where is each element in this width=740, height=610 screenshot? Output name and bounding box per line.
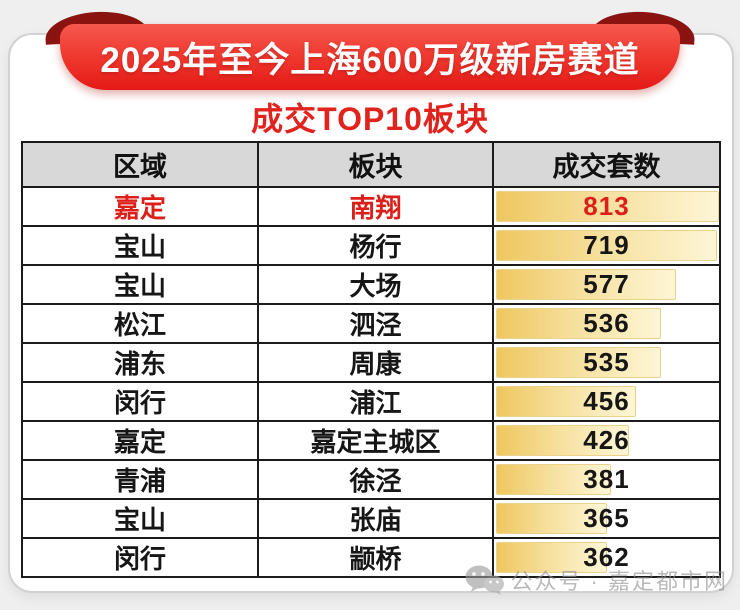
- count-data-bar: [496, 230, 717, 261]
- count-value: 381: [583, 464, 630, 494]
- sector-cell: 徐泾: [257, 459, 494, 500]
- count-value: 535: [583, 347, 630, 377]
- region-cell: 松江: [21, 303, 259, 344]
- region-cell: 宝山: [21, 264, 259, 305]
- region-cell: 宝山: [21, 225, 259, 266]
- sector-cell: 杨行: [257, 225, 494, 266]
- count-value: 426: [583, 425, 630, 455]
- table-body: 嘉定 南翔 813 宝山 杨行 719 宝山 大场 577 松江 泗泾 536 浦东 周康 535 闵行 浦江 4…: [21, 186, 721, 578]
- count-data-bar: [496, 425, 629, 456]
- page-title: 2025年至今上海600万级新房赛道: [100, 40, 640, 80]
- header-region: 区域: [21, 141, 259, 188]
- page-subtitle: 成交TOP10板块: [251, 101, 489, 137]
- table-row: 宝山 大场 577: [21, 264, 721, 305]
- header-sector: 板块: [257, 141, 494, 188]
- wechat-icon: [465, 565, 505, 595]
- region-cell: 闵行: [21, 381, 259, 422]
- watermark-text: 公众号 · 嘉定都市网: [510, 569, 728, 594]
- count-cell: 536: [492, 303, 721, 344]
- ribbon-body: 2025年至今上海600万级新房赛道: [60, 24, 680, 90]
- table-row: 嘉定 南翔 813: [21, 186, 721, 227]
- sector-cell: 浦江: [257, 381, 494, 422]
- count-data-bar: [496, 269, 677, 300]
- table-row: 闵行 颛桥 362: [21, 537, 721, 578]
- count-value: 536: [583, 308, 630, 338]
- table-row: 宝山 张庙 365: [21, 498, 721, 539]
- sector-cell: 嘉定主城区: [257, 420, 494, 461]
- count-value: 365: [583, 503, 630, 533]
- watermark: 公众号 · 嘉定都市网: [463, 563, 728, 597]
- count-data-bar: [496, 464, 611, 495]
- table-row: 宝山 杨行 719: [21, 225, 721, 266]
- count-cell: 381: [492, 459, 721, 500]
- count-data-bar: [496, 191, 718, 222]
- count-cell: 535: [492, 342, 721, 383]
- table-row: 松江 泗泾 536: [21, 303, 721, 344]
- count-cell: 577: [492, 264, 721, 305]
- count-data-bar: [496, 308, 661, 339]
- table-row: 嘉定 嘉定主城区 426: [21, 420, 721, 461]
- count-cell: 456: [492, 381, 721, 422]
- header-row: 区域 板块 成交套数: [21, 141, 721, 188]
- count-data-bar: [496, 386, 636, 417]
- table-header: 区域 板块 成交套数: [21, 141, 721, 188]
- sector-cell: 颛桥: [257, 537, 494, 578]
- table-row: 闵行 浦江 456: [21, 381, 721, 422]
- sector-cell: 大场: [257, 264, 494, 305]
- sector-cell: 周康: [257, 342, 494, 383]
- count-value: 362: [583, 542, 630, 572]
- count-cell: 362: [492, 537, 721, 578]
- count-data-bar: [496, 542, 607, 573]
- count-value: 813: [583, 191, 630, 221]
- sector-cell: 南翔: [257, 186, 494, 227]
- count-data-bar: [496, 503, 607, 534]
- table-row: 青浦 徐泾 381: [21, 459, 721, 500]
- region-cell: 青浦: [21, 459, 259, 500]
- count-value: 719: [583, 230, 630, 260]
- region-cell: 嘉定: [21, 420, 259, 461]
- header-count: 成交套数: [492, 141, 721, 188]
- region-cell: 宝山: [21, 498, 259, 539]
- sector-cell: 泗泾: [257, 303, 494, 344]
- top10-table: 区域 板块 成交套数 嘉定 南翔 813 宝山 杨行 719 宝山 大场 577 松江 泗泾 536 浦…: [21, 141, 721, 578]
- count-cell: 426: [492, 420, 721, 461]
- count-cell: 813: [492, 186, 721, 227]
- count-cell: 365: [492, 498, 721, 539]
- table-row: 浦东 周康 535: [21, 342, 721, 383]
- count-data-bar: [496, 347, 661, 378]
- region-cell: 嘉定: [21, 186, 259, 227]
- count-value: 577: [583, 269, 630, 299]
- region-cell: 闵行: [21, 537, 259, 578]
- count-value: 456: [583, 386, 630, 416]
- region-cell: 浦东: [21, 342, 259, 383]
- title-ribbon: 2025年至今上海600万级新房赛道: [44, 8, 696, 92]
- sector-cell: 张庙: [257, 498, 494, 539]
- count-cell: 719: [492, 225, 721, 266]
